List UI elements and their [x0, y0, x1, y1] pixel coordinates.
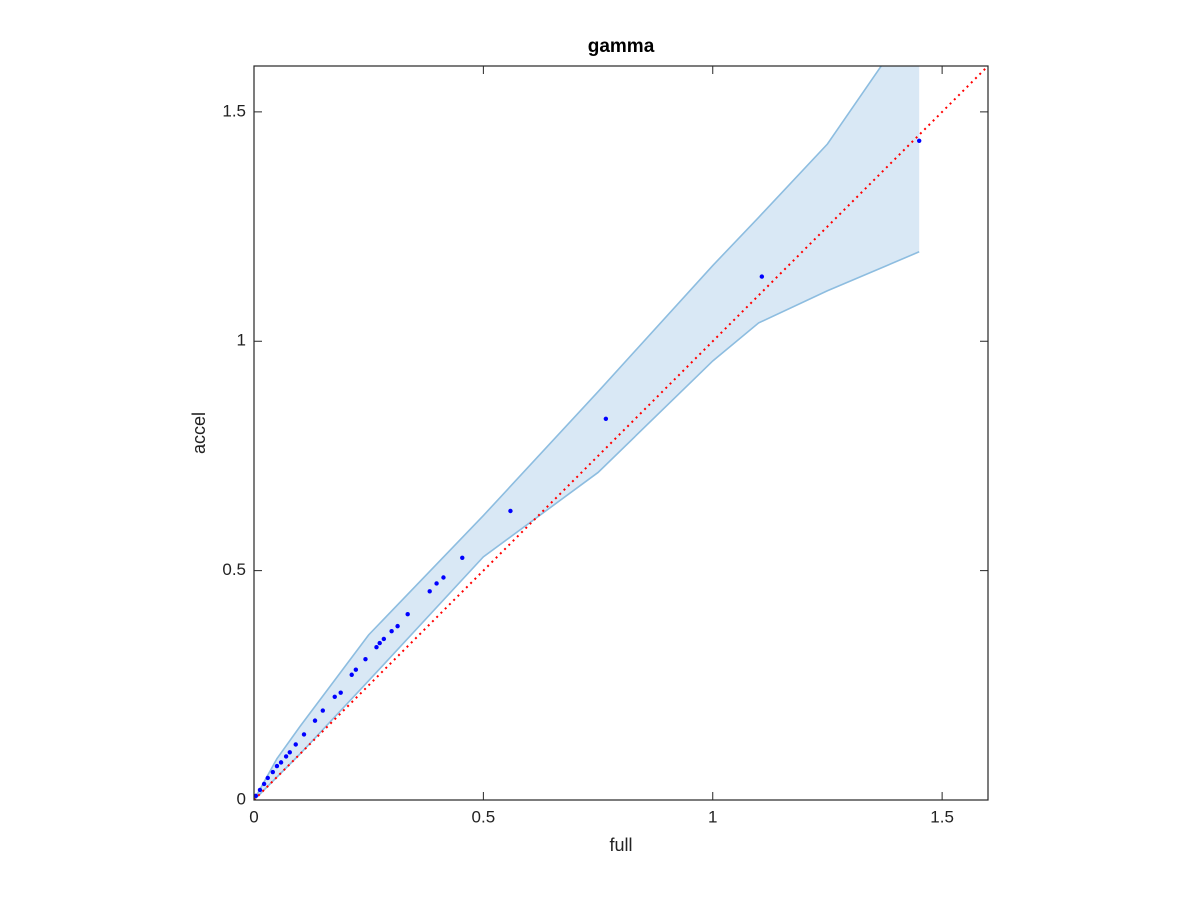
- data-point: [405, 612, 410, 617]
- x-tick-label: 1.5: [930, 807, 954, 826]
- data-point: [332, 694, 337, 699]
- band-lower-edge: [254, 251, 920, 800]
- reference-line: [254, 66, 988, 800]
- data-point: [254, 793, 259, 799]
- data-point: [508, 508, 513, 514]
- data-point: [460, 555, 465, 560]
- data-point: [427, 589, 432, 594]
- data-point: [274, 763, 280, 769]
- data-point: [395, 623, 400, 629]
- data-point: [293, 742, 298, 747]
- data-point: [312, 718, 318, 723]
- chart-title: gamma: [588, 36, 655, 57]
- y-tick-label: 1.5: [222, 101, 246, 120]
- data-point: [261, 781, 267, 787]
- data-point: [338, 690, 343, 695]
- data-point: [759, 274, 765, 279]
- data-point: [353, 667, 359, 672]
- y-tick-label: 0: [237, 789, 246, 808]
- band-upper-edge: [254, 66, 883, 800]
- confidence-band: [254, 66, 920, 800]
- data-point: [287, 750, 292, 755]
- data-point: [374, 645, 379, 650]
- data-point: [301, 732, 307, 737]
- data-point: [603, 416, 609, 421]
- y-axis-label: accel: [189, 412, 209, 454]
- data-point: [916, 138, 922, 143]
- y-tick-label: 1: [237, 331, 246, 350]
- data-point: [441, 575, 446, 580]
- data-point: [349, 672, 354, 677]
- data-point: [389, 628, 394, 634]
- data-point: [381, 636, 387, 642]
- data-point: [363, 656, 368, 662]
- x-tick-label: 1: [708, 807, 717, 826]
- x-tick-label: 0.5: [472, 807, 496, 826]
- x-tick-label: 0: [249, 807, 258, 826]
- plot-area: [254, 66, 988, 800]
- data-point: [257, 787, 263, 793]
- data-point: [320, 708, 326, 713]
- axes-box: [253, 65, 989, 801]
- data-point: [377, 640, 382, 646]
- data-point: [270, 769, 276, 775]
- data-point: [265, 775, 270, 781]
- data-point: [283, 754, 289, 759]
- data-point: [434, 581, 439, 586]
- data-point: [278, 760, 284, 765]
- y-tick-label: 0.5: [222, 560, 246, 579]
- x-axis-label: full: [609, 835, 632, 855]
